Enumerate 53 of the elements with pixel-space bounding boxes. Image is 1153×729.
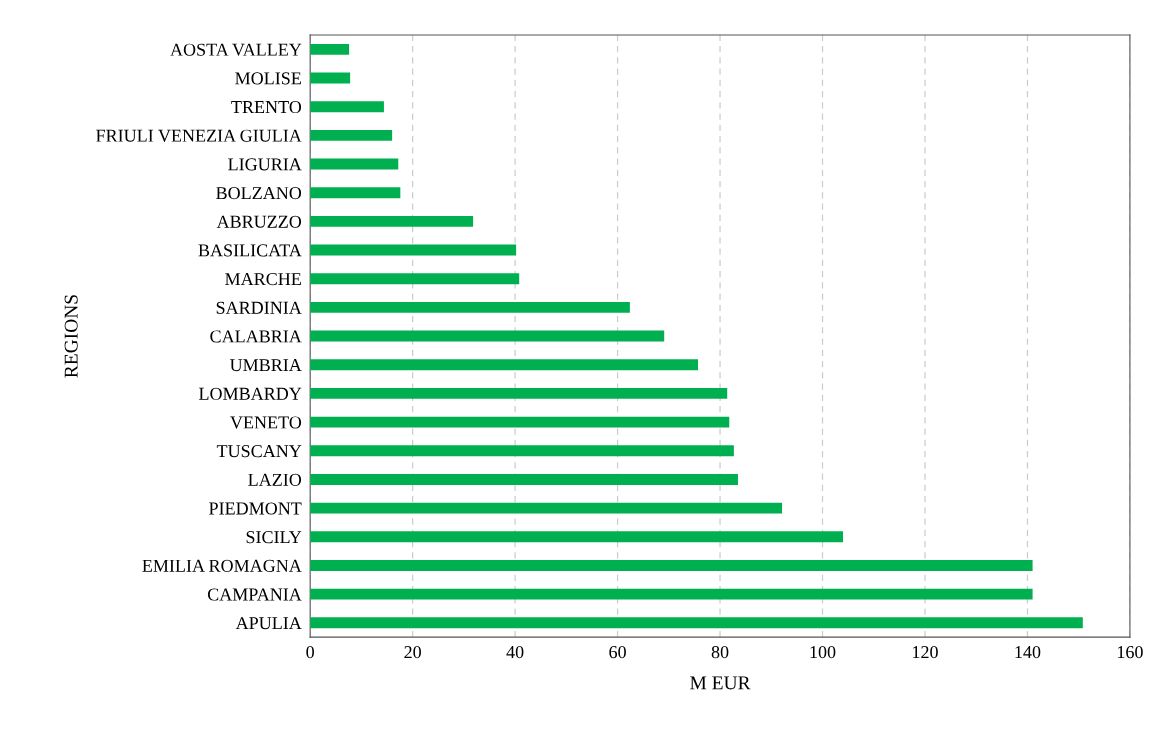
y-tick-label: SICILY — [246, 531, 302, 544]
bar — [310, 617, 1083, 629]
bar — [310, 416, 730, 428]
x-tick-label: 40 — [506, 646, 524, 659]
y-tick-label: TRENTO — [231, 100, 302, 114]
y-tick-label: APULIA — [235, 617, 302, 630]
bar — [310, 273, 520, 285]
bar — [310, 43, 350, 55]
x-tick-label: 120 — [913, 646, 938, 659]
y-tick-label: ABRUZZO — [216, 215, 302, 228]
y-axis-title: REGIONS — [64, 295, 78, 378]
y-tick-label: FRIULI VENEZIA GIULIA — [96, 129, 302, 142]
y-tick-label: BASILICATA — [198, 244, 302, 257]
x-axis-title: M EUR — [690, 676, 751, 690]
x-tick-label: 20 — [404, 646, 421, 659]
y-tick-label: TUSCANY — [216, 445, 302, 458]
bar — [310, 244, 517, 256]
x-tick-label: 60 — [609, 646, 626, 659]
x-tick-label: 100 — [810, 646, 836, 659]
y-tick-label: UMBRIA — [229, 359, 302, 372]
y-tick-label: CAMPANIA — [207, 588, 302, 601]
y-tick-label: SARDINIA — [216, 301, 302, 314]
y-tick-label: LOMBARDY — [199, 387, 302, 400]
bar — [310, 359, 699, 371]
bar — [310, 129, 393, 141]
bar — [310, 187, 401, 199]
y-tick-label: PIEDMONT — [209, 502, 302, 515]
bar — [310, 445, 734, 457]
bar — [310, 215, 474, 227]
y-tick-label: BOLZANO — [216, 187, 302, 200]
x-tick-label: 80 — [711, 646, 729, 659]
bar — [310, 531, 844, 543]
x-tick-label: 140 — [1015, 646, 1041, 659]
bar — [310, 502, 783, 514]
y-tick-label: MOLISE — [235, 72, 301, 85]
bar — [310, 588, 1033, 600]
bar — [310, 101, 384, 113]
bar — [310, 330, 665, 342]
bar — [310, 301, 630, 313]
bar — [310, 72, 351, 84]
x-tick-label: 0 — [306, 646, 314, 659]
y-tick-label: LAZIO — [248, 473, 302, 486]
y-tick-label: AOSTA VALLEY — [170, 43, 302, 56]
bar — [310, 158, 399, 170]
y-tick-label: CALABRIA — [210, 330, 302, 343]
bar — [310, 387, 728, 399]
y-tick-label: LIGURIA — [228, 158, 302, 171]
y-tick-label: EMILIA ROMAGNA — [142, 559, 302, 572]
bar — [310, 473, 738, 485]
y-tick-label: MARCHE — [225, 273, 301, 286]
y-tick-label: VENETO — [230, 416, 302, 429]
bar — [310, 560, 1033, 571]
x-tick-label: 160 — [1117, 646, 1143, 659]
